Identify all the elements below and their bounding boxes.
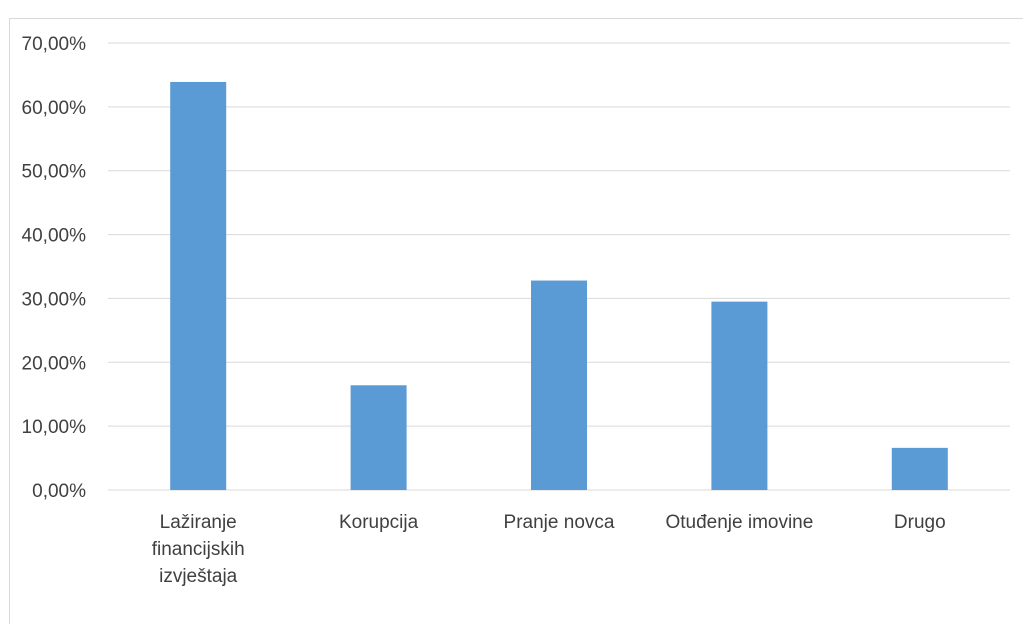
y-tick-label: 70,00% [22, 34, 87, 55]
y-tick-label: 0,00% [32, 481, 86, 502]
y-tick-label: 20,00% [22, 353, 87, 374]
x-category-label: Lažiranje financijskih izvještaja [152, 512, 245, 587]
y-tick-label: 30,00% [22, 289, 87, 310]
x-category-label: Otuđenje imovine [665, 512, 813, 533]
x-category-label-line: izvještaja [159, 566, 238, 587]
y-tick-label: 60,00% [22, 98, 87, 119]
x-category-label: Drugo [894, 512, 946, 533]
x-category-label: Pranje novca [504, 512, 615, 533]
x-category-label-line: Otuđenje imovine [665, 512, 813, 533]
y-tick-label: 50,00% [22, 162, 87, 183]
bar [531, 280, 587, 490]
x-category-label-line: Drugo [894, 512, 946, 533]
bar [170, 81, 227, 491]
x-category-label-line: Korupcija [339, 512, 419, 533]
x-category-label-line: Lažiranje [160, 512, 237, 533]
x-category-label-line: financijskih [152, 539, 245, 560]
y-tick-label: 40,00% [22, 226, 87, 247]
x-category-label: Korupcija [339, 512, 419, 533]
x-category-label-line: Pranje novca [504, 512, 615, 533]
bar [711, 301, 768, 490]
bar [350, 385, 407, 490]
y-tick-label: 10,00% [22, 417, 87, 438]
bar [891, 447, 948, 490]
